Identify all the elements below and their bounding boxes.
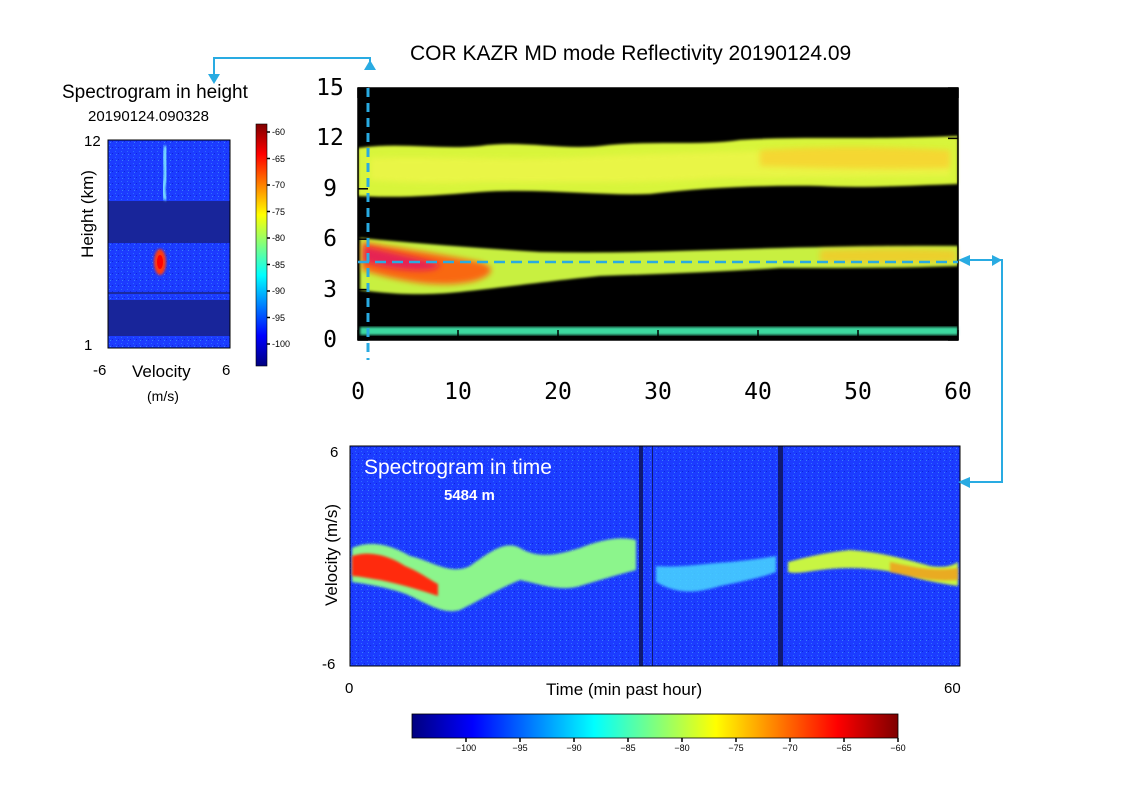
height-xtick-right: 6 — [222, 362, 231, 379]
height-xtick-left: -6 — [93, 362, 107, 379]
height-spectrogram-subtitle: 20190124.090328 — [88, 108, 209, 125]
time-gap-3 — [778, 446, 783, 666]
reflectivity-ticks — [357, 87, 959, 341]
height-ytick-bottom: 1 — [84, 337, 93, 354]
height-colorbar-tick-label: -75 — [272, 206, 286, 217]
reflectivity-xtick-label: 60 — [944, 379, 972, 405]
reflectivity-xtick-label: 30 — [644, 379, 672, 405]
reflectivity-xtick-label: 40 — [744, 379, 772, 405]
time-xlabel: Time (min past hour) — [546, 680, 703, 699]
height-signal-peak — [157, 255, 163, 269]
height-colorbar — [255, 123, 268, 367]
height-spectrogram — [107, 123, 270, 367]
height-signal-upper — [161, 145, 168, 201]
main-colorbar-tick-label: −70 — [782, 743, 798, 753]
time-ytick-top: 6 — [330, 444, 339, 461]
main-colorbar-tick-label: −90 — [566, 743, 582, 753]
reflectivity-xtick-label: 20 — [544, 379, 572, 405]
height-spectrogram-frame — [107, 139, 231, 349]
height-ylabel: Height (km) — [78, 170, 97, 258]
time-xtick-left: 0 — [345, 680, 354, 697]
height-spectrogram-title: Spectrogram in height — [62, 82, 248, 103]
time-xtick-right: 60 — [944, 680, 961, 697]
main-colorbar-tick-label: −85 — [620, 743, 636, 753]
main-colorbar-ticks — [465, 738, 899, 742]
height-gap-2 — [108, 300, 230, 336]
reflectivity-ytick-label: 9 — [323, 175, 337, 202]
height-colorbar-tick-label: -70 — [272, 180, 286, 190]
mid-cloud-orange — [820, 248, 956, 264]
time-spectrogram-arrowhead — [958, 477, 970, 488]
time-ylabel: Velocity (m/s) — [322, 503, 341, 607]
mid-cloud-layer — [360, 238, 958, 295]
reflectivity-ytick-label: 12 — [316, 125, 344, 152]
height-connector — [964, 259, 1003, 483]
time-connector-arrowhead — [208, 74, 220, 84]
reflectivity-ytick-label: 0 — [323, 327, 337, 353]
height-gap-1 — [108, 201, 230, 243]
mid-cloud-magenta — [364, 246, 440, 271]
time-gap-1 — [639, 446, 643, 666]
main-colorbar-tick-label: −75 — [728, 743, 744, 753]
reflectivity-xtick-label: 10 — [444, 379, 472, 405]
time-signal-right-orange — [890, 562, 958, 581]
main-colorbar-tick-label: −80 — [674, 743, 690, 753]
reflectivity-xtick-label: 0 — [351, 379, 365, 405]
height-connector-arrowhead-right — [992, 255, 1002, 266]
height-colorbar-ticks — [267, 131, 270, 345]
time-signal-mid — [656, 556, 776, 592]
time-connector-arrowhead-up — [364, 60, 376, 70]
time-gap-2 — [652, 446, 653, 666]
height-colorbar-tick-label: -95 — [272, 312, 286, 323]
upper-cloud-orange — [760, 147, 950, 169]
height-colorbar-tick-label: -90 — [272, 286, 286, 296]
reflectivity-background — [358, 88, 958, 340]
main-colorbar-tick-label: −65 — [836, 743, 852, 753]
low-layer — [360, 327, 958, 335]
height-colorbar-tick-label: -60 — [272, 127, 286, 137]
height-xlabel: Velocity — [132, 362, 191, 381]
height-connector-arrowhead-left — [958, 255, 970, 266]
reflectivity-ytick-label: 3 — [323, 276, 337, 303]
reflectivity-ytick-label: 15 — [316, 75, 344, 101]
height-xlabel-unit: (m/s) — [147, 388, 179, 404]
main-colorbar-tick-label: −95 — [512, 743, 528, 753]
height-ytick-top: 12 — [84, 133, 101, 150]
height-colorbar-tick-label: -65 — [272, 153, 286, 164]
height-colorbar-tick-label: -80 — [272, 233, 286, 243]
time-spectrogram-subtitle: 5484 m — [444, 487, 495, 504]
main-colorbar-tick-label: −60 — [890, 743, 906, 753]
time-connector — [213, 57, 371, 76]
time-signal-red — [352, 553, 438, 596]
reflectivity-plot — [357, 87, 959, 341]
annotations — [208, 57, 1003, 488]
main-colorbar — [411, 713, 899, 739]
main-colorbar-tick-label: −100 — [455, 743, 477, 753]
time-spectrogram-frame — [349, 445, 961, 667]
height-colorbar-tick-label: -85 — [272, 259, 286, 270]
time-ytick-bottom: -6 — [322, 656, 336, 673]
time-spectrogram — [349, 445, 961, 667]
time-signal-band — [352, 538, 636, 612]
time-spectrogram-title: Spectrogram in time — [364, 456, 552, 479]
reflectivity-xtick-label: 50 — [844, 379, 872, 405]
height-colorbar-tick-label: -100 — [272, 339, 291, 349]
main-chart-title: COR KAZR MD mode Reflectivity 20190124.0… — [410, 42, 852, 65]
reflectivity-ytick-label: 6 — [323, 226, 337, 253]
